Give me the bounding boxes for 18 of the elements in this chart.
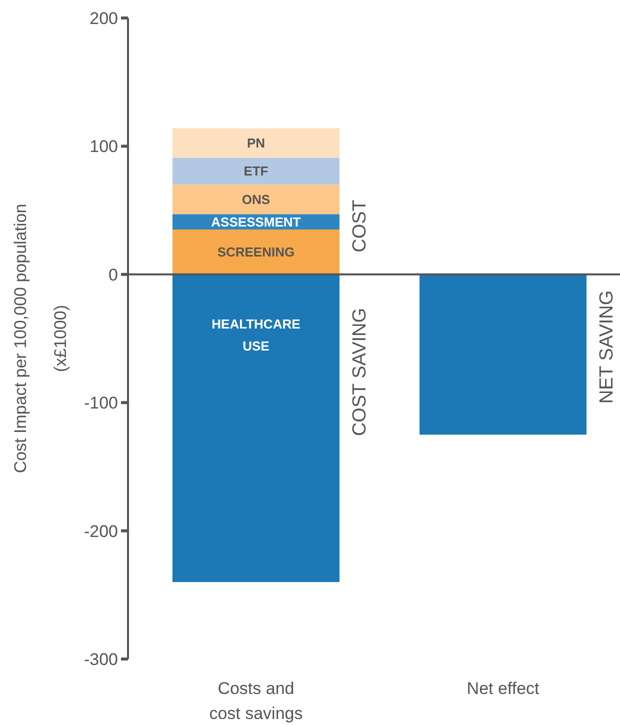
x-tick-label: Net effect xyxy=(466,679,540,698)
y-tick-label: 0 xyxy=(108,265,118,284)
y-tick-label: -100 xyxy=(84,394,118,413)
series-label: SCREENING xyxy=(217,244,295,260)
x-tick-label: Costs and cost savings xyxy=(209,679,303,723)
series-label: PN xyxy=(246,135,266,150)
series-label: HEALTHCARE USE xyxy=(212,316,301,354)
y-tick-label: 200 xyxy=(90,9,118,28)
series-label: ASSESSMENT xyxy=(211,214,301,230)
series-label: ONS xyxy=(242,192,270,207)
series-label: ETF xyxy=(244,164,268,179)
y-tick-label: -300 xyxy=(84,650,118,669)
annotation: NET SAVING xyxy=(596,290,618,404)
annotation: COST xyxy=(349,199,370,252)
text: Cost Impact per 100,000 population (x£1000) xyxy=(11,204,70,474)
y-tick-label: 100 xyxy=(90,137,118,156)
y-tick-label: -200 xyxy=(84,522,118,541)
annotation: COST SAVING xyxy=(349,308,370,436)
